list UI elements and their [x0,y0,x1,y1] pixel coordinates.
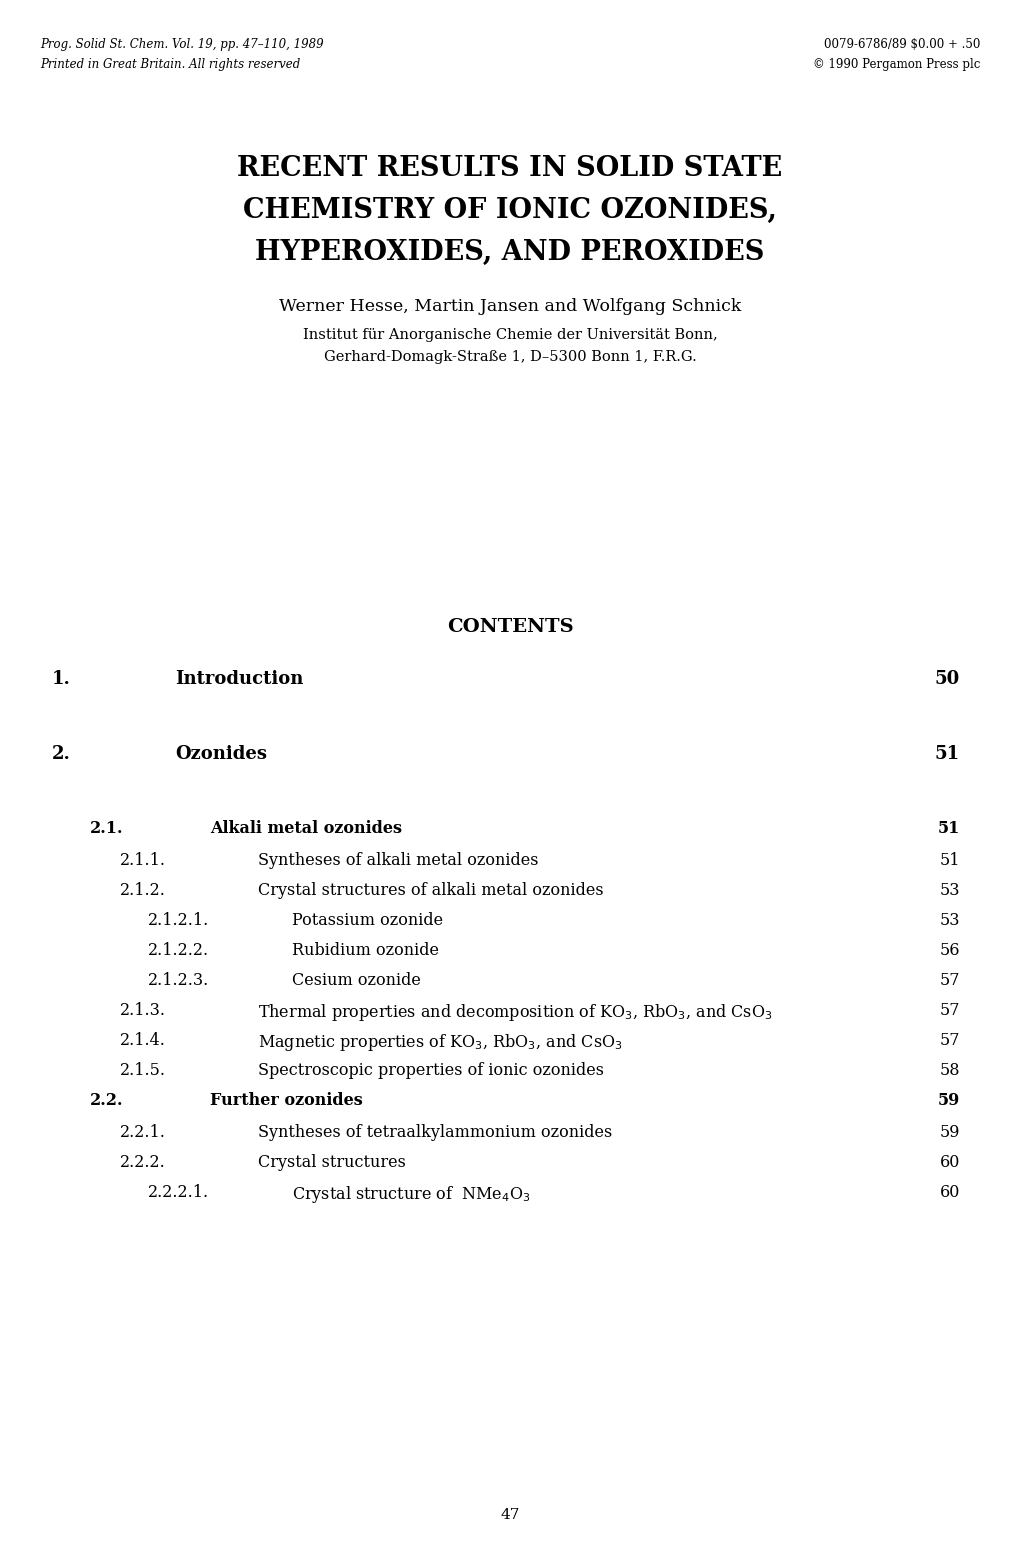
Text: Printed in Great Britain. All rights reserved: Printed in Great Britain. All rights res… [40,57,300,71]
Text: RECENT RESULTS IN SOLID STATE: RECENT RESULTS IN SOLID STATE [237,155,782,182]
Text: 57: 57 [938,1003,959,1020]
Text: 2.1.5.: 2.1.5. [120,1062,166,1079]
Text: 2.2.2.1.: 2.2.2.1. [148,1184,209,1201]
Text: 2.1.2.: 2.1.2. [120,882,166,899]
Text: 59: 59 [936,1093,959,1110]
Text: © 1990 Pergamon Press plc: © 1990 Pergamon Press plc [812,57,979,71]
Text: CHEMISTRY OF IONIC OZONIDES,: CHEMISTRY OF IONIC OZONIDES, [243,197,776,223]
Text: Syntheses of tetraalkylammonium ozonides: Syntheses of tetraalkylammonium ozonides [258,1124,611,1141]
Text: 58: 58 [938,1062,959,1079]
Text: 2.1.1.: 2.1.1. [120,852,166,869]
Text: Crystal structures: Crystal structures [258,1155,406,1172]
Text: 2.1.4.: 2.1.4. [120,1032,166,1049]
Text: 2.2.1.: 2.2.1. [120,1124,166,1141]
Text: 2.1.2.2.: 2.1.2.2. [148,942,209,959]
Text: 0079-6786/89 $0.00 + .50: 0079-6786/89 $0.00 + .50 [822,37,979,51]
Text: 2.1.: 2.1. [90,819,123,837]
Text: 51: 51 [938,852,959,869]
Text: 2.: 2. [52,745,70,764]
Text: 56: 56 [938,942,959,959]
Text: Thermal properties and decomposition of KO$_3$, RbO$_3$, and CsO$_3$: Thermal properties and decomposition of … [258,1003,771,1023]
Text: Cesium ozonide: Cesium ozonide [291,972,421,989]
Text: Syntheses of alkali metal ozonides: Syntheses of alkali metal ozonides [258,852,538,869]
Text: 51: 51 [934,745,959,764]
Text: Crystal structures of alkali metal ozonides: Crystal structures of alkali metal ozoni… [258,882,603,899]
Text: 2.2.: 2.2. [90,1093,123,1110]
Text: 1.: 1. [52,670,70,688]
Text: Potassium ozonide: Potassium ozonide [291,913,442,930]
Text: 60: 60 [938,1155,959,1172]
Text: 50: 50 [933,670,959,688]
Text: Crystal structure of  NMe$_4$O$_3$: Crystal structure of NMe$_4$O$_3$ [291,1184,530,1204]
Text: Ozonides: Ozonides [175,745,267,764]
Text: Alkali metal ozonides: Alkali metal ozonides [210,819,401,837]
Text: Magnetic properties of KO$_3$, RbO$_3$, and CsO$_3$: Magnetic properties of KO$_3$, RbO$_3$, … [258,1032,622,1052]
Text: Werner Hesse, Martin Jansen and Wolfgang Schnick: Werner Hesse, Martin Jansen and Wolfgang… [278,298,741,315]
Text: 2.1.2.1.: 2.1.2.1. [148,913,209,930]
Text: CONTENTS: CONTENTS [446,618,573,636]
Text: HYPEROXIDES, AND PEROXIDES: HYPEROXIDES, AND PEROXIDES [255,239,764,265]
Text: 2.1.2.3.: 2.1.2.3. [148,972,209,989]
Text: Further ozonides: Further ozonides [210,1093,363,1110]
Text: Gerhard-Domagk-Straße 1, D–5300 Bonn 1, F.R.G.: Gerhard-Domagk-Straße 1, D–5300 Bonn 1, … [323,351,696,365]
Text: Introduction: Introduction [175,670,303,688]
Text: Prog. Solid St. Chem. Vol. 19, pp. 47–110, 1989: Prog. Solid St. Chem. Vol. 19, pp. 47–11… [40,37,323,51]
Text: 2.2.2.: 2.2.2. [120,1155,166,1172]
Text: 53: 53 [938,882,959,899]
Text: 53: 53 [938,913,959,930]
Text: Institut für Anorganische Chemie der Universität Bonn,: Institut für Anorganische Chemie der Uni… [303,327,716,341]
Text: 47: 47 [500,1509,519,1523]
Text: 51: 51 [936,819,959,837]
Text: 60: 60 [938,1184,959,1201]
Text: 2.1.3.: 2.1.3. [120,1003,166,1020]
Text: Spectroscopic properties of ionic ozonides: Spectroscopic properties of ionic ozonid… [258,1062,603,1079]
Text: 57: 57 [938,1032,959,1049]
Text: 59: 59 [938,1124,959,1141]
Text: Rubidium ozonide: Rubidium ozonide [291,942,438,959]
Text: 57: 57 [938,972,959,989]
